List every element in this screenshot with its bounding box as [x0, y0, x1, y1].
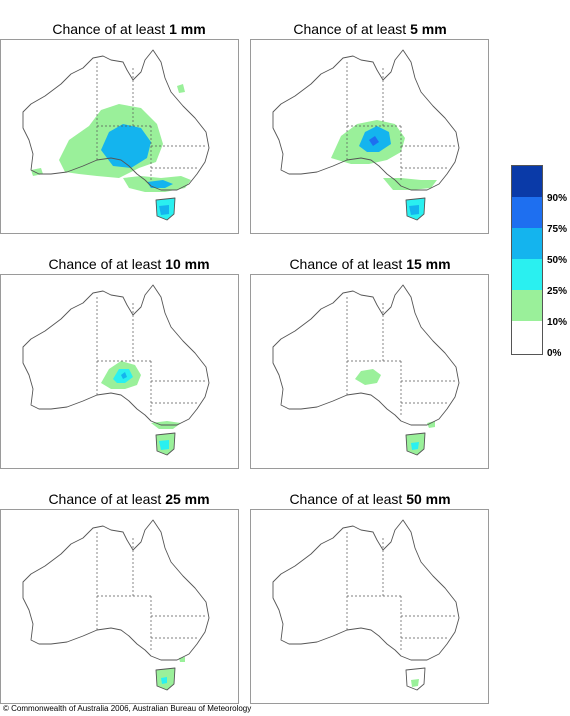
map-panel-15mm — [250, 274, 489, 469]
legend-band-10-25 — [512, 290, 542, 321]
state-borders-10mm — [96, 297, 205, 415]
rain-probability-overlay-10mm — [101, 361, 181, 455]
probability-legend — [511, 165, 543, 355]
rain-probability-overlay-1mm — [31, 84, 191, 220]
panel-title-1mm: Chance of at least 1 mm — [52, 21, 206, 37]
australia-coastline-10mm — [22, 284, 210, 456]
australia-map-1mm — [22, 49, 210, 221]
australia-coastline-25mm — [22, 519, 210, 691]
map-panel-10mm — [0, 274, 239, 469]
legend-band-0-10 — [512, 321, 542, 354]
legend-band-75-90 — [512, 197, 542, 228]
panel-title-5mm: Chance of at least 5 mm — [293, 21, 447, 37]
legend-label-25: 25% — [547, 286, 568, 297]
panel-title-15mm: Chance of at least 15 mm — [289, 256, 451, 272]
australia-map-15mm — [272, 284, 460, 456]
legend-label-0: 0% — [547, 348, 562, 359]
rain-probability-overlay-15mm — [355, 369, 435, 455]
australia-map-5mm — [272, 49, 460, 221]
australia-map-50mm — [272, 519, 460, 691]
australia-map-25mm — [22, 519, 210, 691]
legend-band-90-100 — [512, 166, 542, 197]
australia-map-10mm — [22, 284, 210, 456]
legend-band-50-75 — [512, 228, 542, 259]
legend-label-75: 75% — [547, 224, 568, 235]
australia-coastline-1mm — [22, 49, 210, 221]
australia-coastline-15mm — [272, 284, 460, 456]
legend-label-10: 10% — [547, 317, 568, 328]
panel-title-25mm: Chance of at least 25 mm — [48, 491, 210, 507]
map-panel-5mm — [250, 39, 489, 234]
legend-label-90: 90% — [547, 193, 568, 204]
legend-band-25-50 — [512, 259, 542, 290]
rain-probability-overlay-50mm — [411, 679, 419, 687]
map-panel-25mm — [0, 509, 239, 704]
copyright-notice: © Commonwealth of Australia 2006, Austra… — [3, 704, 252, 713]
rain-probability-overlay-25mm — [156, 657, 185, 690]
state-borders-1mm — [96, 62, 205, 180]
map-panel-1mm — [0, 39, 239, 234]
state-borders-5mm — [346, 62, 455, 180]
australia-coastline-5mm — [272, 49, 460, 221]
state-borders-25mm — [96, 532, 205, 650]
map-panel-50mm — [250, 509, 489, 704]
panel-title-50mm: Chance of at least 50 mm — [289, 491, 451, 507]
panel-title-10mm: Chance of at least 10 mm — [48, 256, 210, 272]
state-borders-15mm — [346, 297, 455, 415]
state-borders-50mm — [346, 532, 455, 650]
australia-coastline-50mm — [272, 519, 460, 691]
legend-label-50: 50% — [547, 255, 568, 266]
